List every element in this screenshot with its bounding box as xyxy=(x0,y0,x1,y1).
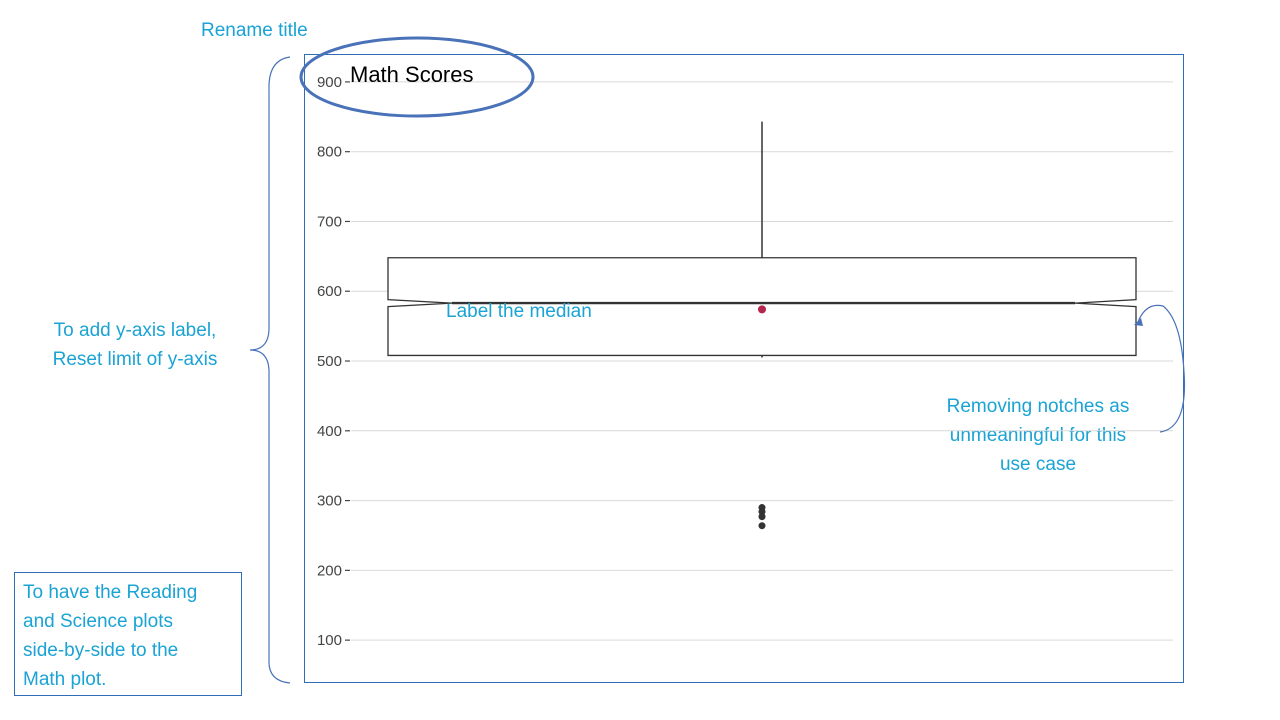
y-tick-label: 800 xyxy=(317,144,342,161)
outlier-point xyxy=(758,508,766,516)
y-tick-label: 900 xyxy=(317,74,342,91)
chart-frame xyxy=(304,54,1184,683)
y-tick-label: 300 xyxy=(317,493,342,510)
notch-callout-arrow xyxy=(1137,304,1186,433)
y-tick-label: 200 xyxy=(317,562,342,579)
annotation-sidebyside-line1: To have the Reading xyxy=(23,582,198,603)
y-tick-label: 500 xyxy=(317,353,342,370)
y-axis: 100 200 300 400 500 600 700 800 900 xyxy=(317,74,350,649)
outlier-point xyxy=(758,513,766,521)
y-tick-label: 700 xyxy=(317,213,342,230)
annotation-y-axis-line1: To add y-axis label, xyxy=(53,320,217,341)
annotation-rename-title: Rename title xyxy=(201,20,308,41)
mean-point xyxy=(758,305,766,314)
outlier-point xyxy=(758,522,766,530)
annotation-remove-notches: Removing notches as unmeaningful for thi… xyxy=(925,392,1151,479)
annotation-sidebyside-line3: side-by-side to the xyxy=(23,640,179,661)
annotation-sidebyside-line2: and Science plots xyxy=(23,611,173,632)
annotation-notches-line3: use case xyxy=(999,454,1077,475)
title-highlight-ellipse xyxy=(299,36,535,118)
annotation-label-median: Label the median xyxy=(446,301,592,322)
chart-title: Math Scores xyxy=(350,62,474,87)
notch-callout-arrowhead xyxy=(1134,318,1143,326)
annotation-sidebyside-line4: Math plot. xyxy=(23,669,107,690)
y-tick-label: 100 xyxy=(317,632,342,649)
annotation-y-axis-line2: Reset limit of y-axis xyxy=(52,349,218,370)
y-tick-label: 600 xyxy=(317,283,342,300)
boxplot xyxy=(387,121,1137,530)
y-axis-brace xyxy=(249,56,291,684)
annotation-y-axis: To add y-axis label, Reset limit of y-ax… xyxy=(20,316,250,374)
annotation-notches-line1: Removing notches as xyxy=(946,396,1130,417)
annotation-notches-line2: unmeaningful for this xyxy=(949,425,1127,446)
annotation-side-by-side-box: To have the Reading and Science plots si… xyxy=(14,572,242,696)
y-tick-label: 400 xyxy=(317,423,342,440)
